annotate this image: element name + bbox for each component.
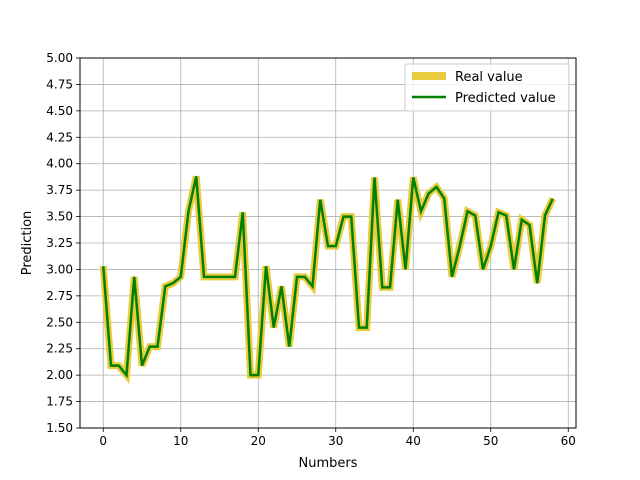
y-axis-ticks: 1.50 1.75 2.00 2.25 2.50 2.75 3.00 3.25 3.50 3.75… xyxy=(46,51,80,435)
y-tick-label: 1.50 xyxy=(46,421,73,435)
x-axis-label: Numbers xyxy=(299,456,358,471)
x-tick-label: 60 xyxy=(561,434,576,448)
x-tick-label: 40 xyxy=(406,434,421,448)
legend-label-real-value: Real value xyxy=(455,70,523,85)
y-tick-label: 1.75 xyxy=(46,395,73,409)
y-tick-label: 2.00 xyxy=(46,368,73,382)
y-tick-label: 5.00 xyxy=(46,51,73,65)
x-tick-label: 50 xyxy=(483,434,498,448)
legend: Real value Predicted value xyxy=(404,63,570,112)
y-tick-label: 3.25 xyxy=(46,236,73,250)
y-tick-label: 4.50 xyxy=(46,104,73,118)
y-tick-label: 4.00 xyxy=(46,157,73,171)
x-tick-label: 20 xyxy=(251,434,266,448)
y-tick-label: 4.25 xyxy=(46,130,73,144)
series-layer xyxy=(99,175,556,385)
y-tick-label: 2.25 xyxy=(46,342,73,356)
legend-label-predicted-value: Predicted value xyxy=(455,91,556,106)
y-axis-label: Prediction xyxy=(20,211,35,276)
x-tick-label: 0 xyxy=(99,434,107,448)
y-tick-label: 3.50 xyxy=(46,210,73,224)
y-tick-label: 3.00 xyxy=(46,262,73,276)
y-tick-label: 3.75 xyxy=(46,183,73,197)
y-tick-label: 2.50 xyxy=(46,315,73,329)
x-tick-label: 30 xyxy=(328,434,343,448)
y-tick-label: 2.75 xyxy=(46,289,73,303)
x-tick-label: 10 xyxy=(173,434,188,448)
y-tick-label: 4.75 xyxy=(46,77,73,91)
series-line-predicted-value xyxy=(102,176,554,379)
x-axis-ticks: 0 10 20 30 40 50 60 xyxy=(99,428,576,448)
